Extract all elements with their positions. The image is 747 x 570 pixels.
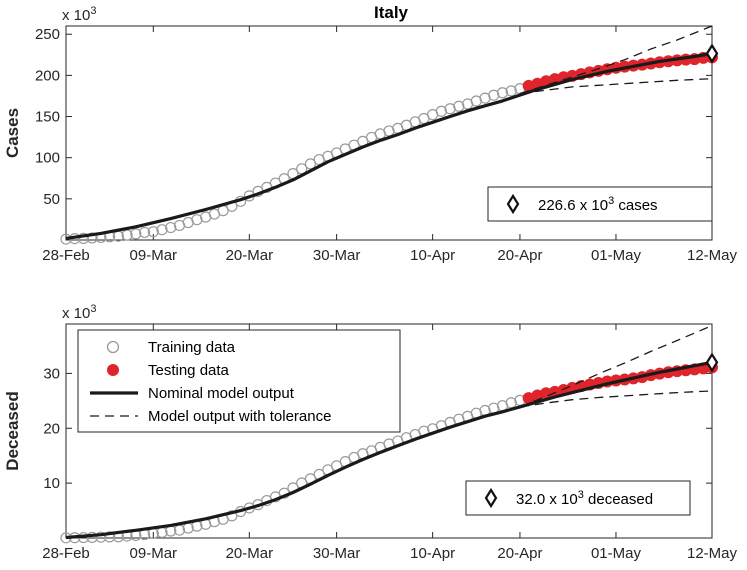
x-tick-label: 12-May: [687, 247, 738, 264]
legend-label: Testing data: [148, 362, 230, 379]
legend-label: Nominal model output: [148, 385, 295, 402]
cases-panel: 28-Feb 09-Mar 20-Mar 30-Mar 10-Apr 20-Apr 01-M…: [3, 5, 738, 264]
training-point: [505, 85, 517, 97]
annotation-box: [465, 480, 691, 516]
x-tick-label: 20-Mar: [226, 545, 274, 562]
x-tick-label: 20-Mar: [226, 247, 274, 264]
training-point: [226, 510, 238, 522]
x-tick-label: 01-May: [591, 247, 642, 264]
x-tick-label: 01-May: [591, 545, 642, 562]
training-point: [304, 158, 317, 170]
legend-box: [77, 329, 401, 433]
x-tick-label: 10-Apr: [410, 247, 455, 264]
training-point: [147, 226, 159, 238]
x-tick-label: 20-Apr: [497, 545, 542, 562]
y-axis-label: Cases: [3, 108, 22, 158]
training-point: [121, 229, 133, 241]
legend-training-icon: [106, 340, 120, 354]
annotation-diamond-icon: [484, 487, 498, 509]
training-point: [104, 531, 116, 543]
nominal-model-line: [65, 360, 713, 540]
x-tick-label: 12-May: [687, 545, 738, 562]
prediction-marker-diamond: [705, 43, 719, 64]
annotation-text: 226.6 x 103 cases: [538, 195, 658, 214]
annotation-diamond-icon: [506, 193, 520, 215]
training-point: [156, 224, 168, 236]
annotation-text: 32.0 x 103 deceased: [516, 489, 653, 508]
y-tick-label: 50: [43, 191, 60, 208]
upper-tolerance-line: [519, 25, 713, 95]
training-point: [138, 226, 151, 239]
chart-title: Italy: [374, 3, 409, 22]
training-point: [165, 221, 177, 234]
legend-label: Training data: [148, 339, 236, 356]
y-tick-label: 30: [43, 365, 60, 382]
y-tick-label: 150: [35, 109, 60, 126]
y-exponent-label: x 103: [62, 303, 96, 322]
training-point: [496, 87, 509, 99]
training-point: [95, 531, 107, 543]
upper-tolerance-line: [519, 325, 713, 408]
y-tick-label: 20: [43, 420, 60, 437]
axes-frame: [65, 323, 713, 539]
x-tick-label: 28-Feb: [42, 545, 90, 562]
legend-testing-icon: [107, 364, 119, 376]
x-tick-label: 20-Apr: [497, 247, 542, 264]
x-tick-label: 28-Feb: [42, 247, 90, 264]
x-tick-label: 09-Mar: [130, 545, 178, 562]
y-tick-label: 100: [35, 150, 60, 167]
x-tick-label: 30-Mar: [313, 545, 361, 562]
legend-label: Model output with tolerance: [148, 408, 331, 425]
y-tick-label: 250: [35, 26, 60, 43]
lower-tolerance-line: [519, 78, 713, 95]
x-tick-label: 10-Apr: [410, 545, 455, 562]
y-axis-label: Deceased: [3, 391, 22, 470]
training-point: [130, 228, 142, 240]
axes-frame: [65, 25, 713, 241]
training-point: [86, 232, 98, 244]
y-tick-label: 200: [35, 67, 60, 84]
y-tick-label: 10: [43, 475, 60, 492]
training-point: [453, 100, 465, 112]
y-exponent-label: x 103: [62, 5, 96, 24]
x-tick-label: 30-Mar: [313, 247, 361, 264]
training-point: [77, 232, 90, 244]
nominal-model-line: [65, 51, 713, 240]
prediction-marker-diamond: [705, 352, 719, 373]
annotation-box: [487, 186, 713, 222]
deceased-panel: 28-Feb 09-Mar 20-Mar 30-Mar 10-Apr 20-Apr 01-M…: [3, 303, 738, 562]
x-tick-label: 09-Mar: [130, 247, 178, 264]
lower-tolerance-line: [519, 390, 713, 408]
